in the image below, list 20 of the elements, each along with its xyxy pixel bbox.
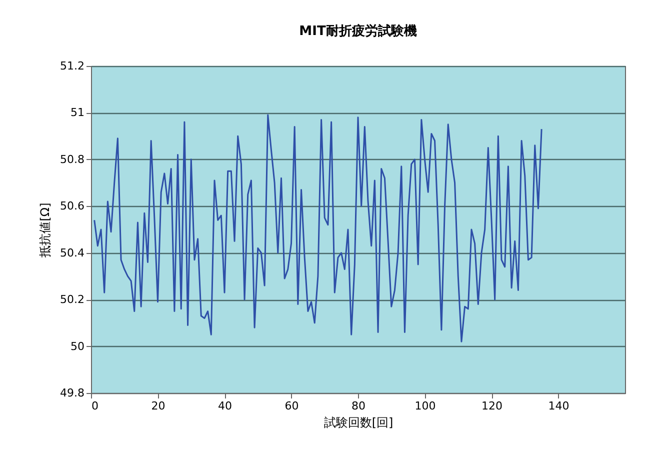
x-axis-title: 試験回数[回]: [324, 416, 394, 430]
x-tick-label: 40: [218, 400, 232, 412]
x-tick-label: 0: [92, 400, 98, 412]
y-tick-label: 51.2: [60, 60, 84, 72]
x-tick-label: 120: [482, 400, 502, 412]
y-tick-label: 50.2: [60, 293, 84, 306]
line-series: [94, 114, 542, 342]
x-tick-label: 140: [548, 400, 570, 412]
y-tick-label: 51: [70, 106, 84, 120]
y-tick-label: 49.8: [60, 386, 84, 400]
x-tick-label: 20: [151, 400, 166, 412]
y-tick-label: 50.6: [60, 200, 84, 213]
chart-title: MIT耐折疲労試験機: [299, 23, 417, 39]
x-tick-label: 60: [284, 400, 299, 412]
y-tick-label: 50: [70, 340, 84, 353]
y-axis-title: 抵抗値[Ω]: [38, 202, 52, 258]
x-tick-label: 100: [414, 400, 436, 412]
y-tick-label: 50.8: [60, 152, 84, 166]
y-tick-label: 50.4: [60, 246, 84, 260]
x-tick-label: 80: [352, 400, 366, 412]
